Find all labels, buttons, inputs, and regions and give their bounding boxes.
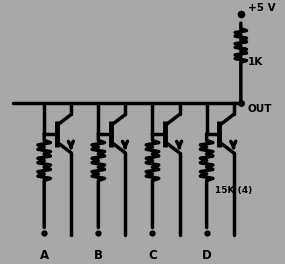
- Text: 15K (4): 15K (4): [215, 186, 253, 195]
- Text: C: C: [148, 249, 157, 262]
- Text: 1K: 1K: [248, 57, 263, 67]
- Text: B: B: [94, 249, 103, 262]
- Text: A: A: [40, 249, 49, 262]
- Text: +5 V: +5 V: [248, 3, 276, 13]
- Text: D: D: [202, 249, 211, 262]
- Text: OUT: OUT: [248, 104, 272, 114]
